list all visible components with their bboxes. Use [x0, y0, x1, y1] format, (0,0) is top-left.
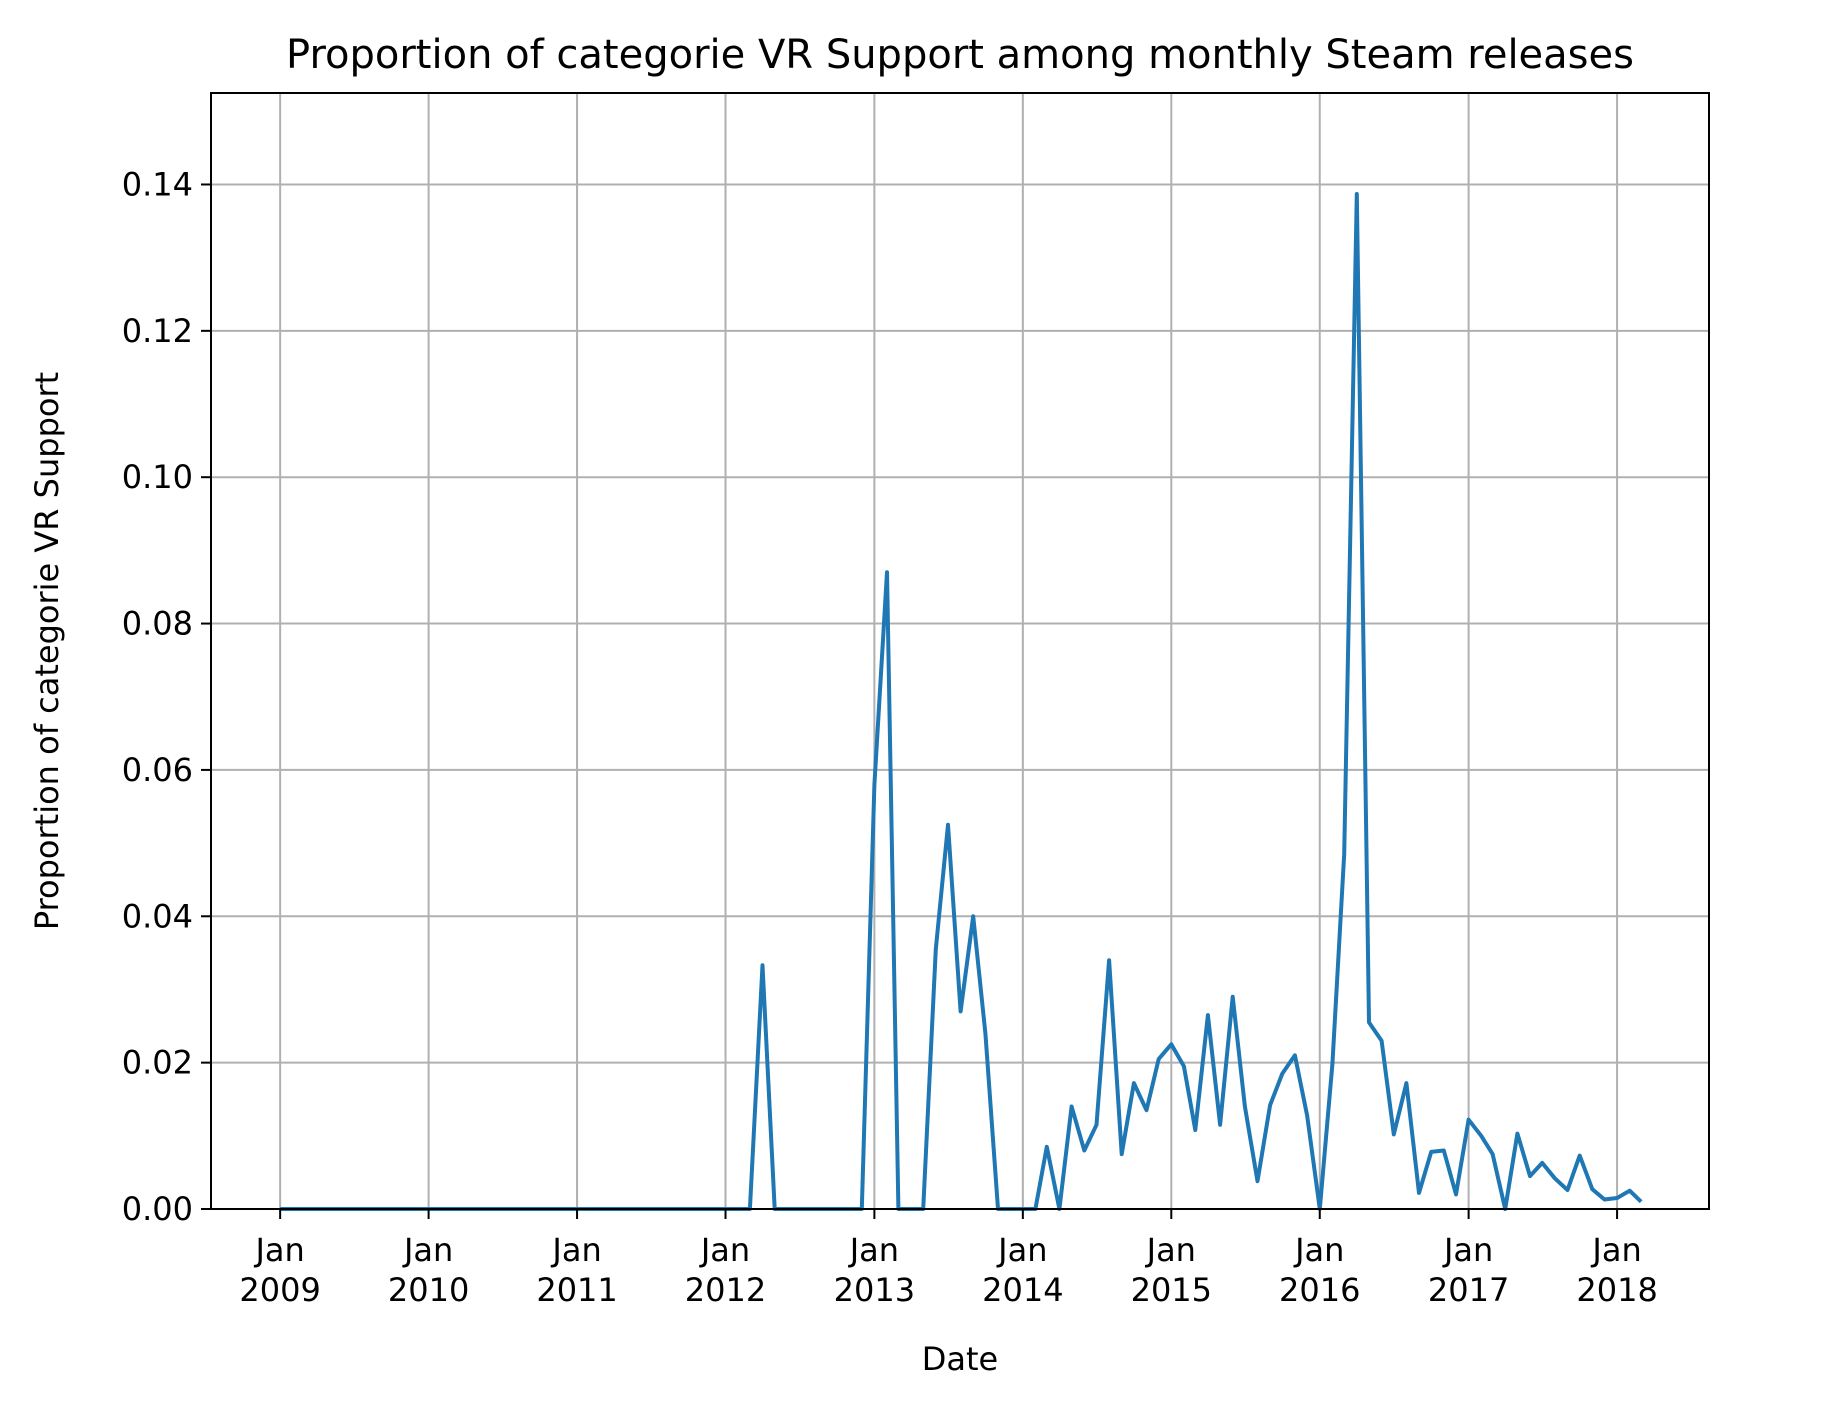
y-gridlines [211, 183, 1709, 1210]
x-tick-label: Jan 2016 [1279, 1231, 1360, 1309]
plot-frame [210, 92, 1710, 1210]
x-tick-label: Jan 2012 [685, 1231, 766, 1309]
y-tick-label: 0.04 [122, 897, 193, 935]
x-axis-ticks: Jan 2009 Jan 2010 Jan 2011 Jan 2012 Jan 2013 Jan 20… [239, 1209, 1658, 1309]
x-tick-label: Jan 2009 [239, 1231, 320, 1309]
chart-title: Proportion of categorie VR Support among… [286, 32, 1634, 78]
x-tick-label: Jan 2011 [536, 1231, 617, 1309]
x-tick-label: Jan 2010 [388, 1231, 469, 1309]
x-tick-label: Jan 2013 [834, 1231, 915, 1309]
series-line [280, 192, 1643, 1211]
y-tick-label: 0.02 [122, 1044, 193, 1082]
x-tick-label: Jan 2018 [1576, 1231, 1657, 1309]
y-tick-label: 0.06 [122, 751, 193, 789]
x-gridlines [279, 93, 1619, 1209]
y-axis-label: Proportion of categorie VR Support [28, 372, 66, 930]
y-tick-label: 0.10 [122, 458, 193, 496]
x-tick-label: Jan 2015 [1131, 1231, 1212, 1309]
x-tick-label: Jan 2014 [982, 1231, 1063, 1309]
x-axis-label: Date [922, 1340, 998, 1378]
y-axis-ticks: 0.00 0.02 0.04 0.06 0.08 0.10 0.12 0.14 [122, 165, 211, 1228]
y-tick-label: 0.08 [122, 605, 193, 643]
y-tick-label: 0.14 [122, 165, 193, 203]
y-tick-label: 0.12 [122, 312, 193, 350]
x-tick-label: Jan 2017 [1428, 1231, 1509, 1309]
y-tick-label: 0.00 [122, 1190, 193, 1228]
